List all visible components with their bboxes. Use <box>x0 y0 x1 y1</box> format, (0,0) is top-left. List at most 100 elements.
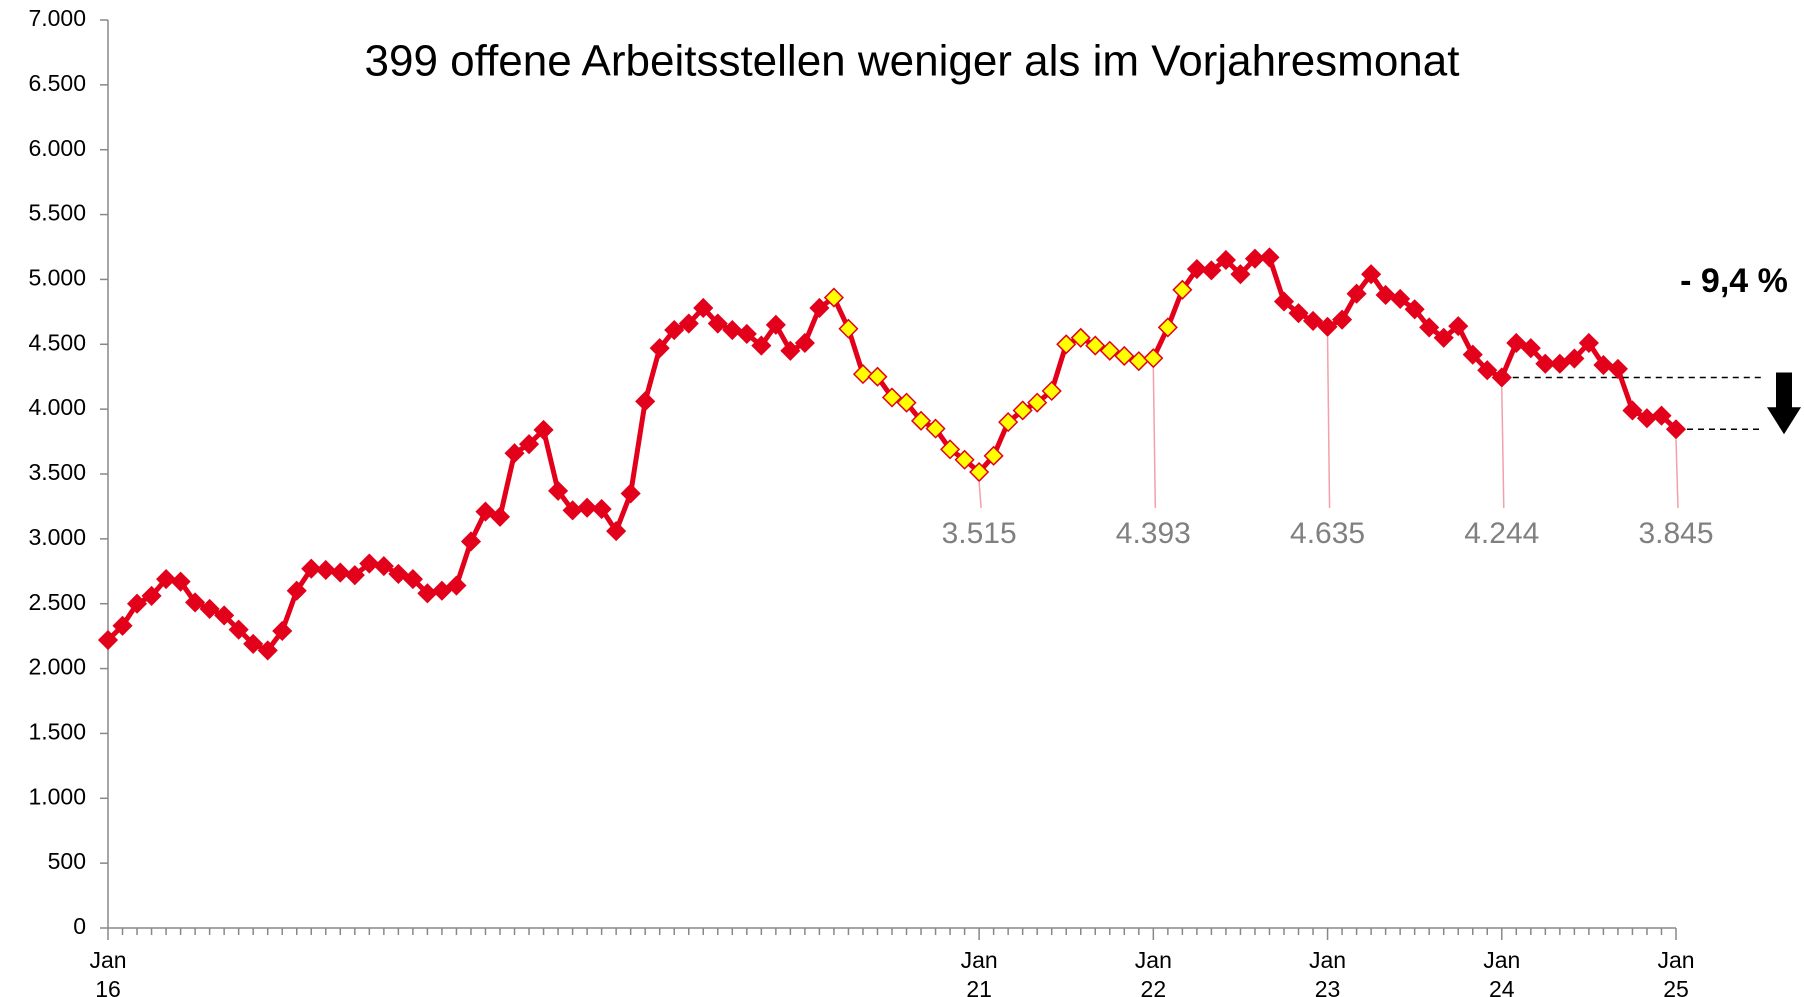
data-point <box>736 323 757 344</box>
data-label: 4.393 <box>1116 517 1191 550</box>
data-point <box>998 412 1019 433</box>
y-tick-label: 6.000 <box>28 135 86 161</box>
data-label: 4.635 <box>1290 517 1365 550</box>
x-tick-label: Jan 22 <box>1134 947 1172 997</box>
label-leader <box>1152 368 1157 509</box>
data-point <box>112 615 133 636</box>
data-point <box>518 434 540 455</box>
label-leader <box>1326 336 1331 509</box>
data-point <box>402 569 423 590</box>
data-point <box>969 461 990 483</box>
data-point <box>1361 264 1382 285</box>
data-point <box>489 506 511 527</box>
y-tick-label: 0 <box>73 913 86 939</box>
data-point <box>1419 317 1440 338</box>
data-point <box>1448 316 1469 337</box>
data-point <box>1665 419 1687 440</box>
x-tick-label: Jan 24 <box>1483 947 1521 997</box>
data-point <box>141 585 162 606</box>
data-point <box>344 565 365 586</box>
data-point <box>1404 299 1425 320</box>
data-point <box>1273 291 1295 312</box>
data-point <box>983 445 1004 466</box>
y-tick-label: 6.500 <box>28 70 86 96</box>
data-point <box>446 575 467 596</box>
data-point <box>1462 344 1483 365</box>
y-tick-label: 7.000 <box>28 5 86 31</box>
data-point <box>896 392 917 413</box>
data-point <box>620 483 641 504</box>
data-point <box>751 335 772 356</box>
data-point <box>286 580 307 601</box>
data-point <box>359 553 380 574</box>
data-point <box>1056 334 1077 355</box>
data-point <box>504 443 525 464</box>
y-tick-label: 500 <box>48 848 86 874</box>
data-point <box>1172 279 1193 300</box>
data-point <box>1215 249 1236 271</box>
data-point <box>1622 400 1643 421</box>
data-point <box>185 592 206 613</box>
data-point <box>1506 332 1527 354</box>
data-point <box>315 559 336 581</box>
data-point <box>1651 405 1672 426</box>
y-tick-label: 2.500 <box>28 589 86 615</box>
data-point <box>1288 303 1309 324</box>
y-tick-label: 1.500 <box>28 719 86 745</box>
data-point <box>881 387 903 408</box>
data-point <box>257 640 278 661</box>
data-point <box>1433 327 1454 348</box>
data-point <box>301 558 322 579</box>
down-arrow <box>1767 372 1801 435</box>
data-point <box>1114 345 1135 367</box>
data-point <box>1332 309 1353 330</box>
data-point <box>1259 247 1280 268</box>
data-point <box>1578 332 1599 354</box>
y-tick-label: 3.000 <box>28 524 86 550</box>
data-point <box>910 410 932 431</box>
data-point <box>635 391 656 412</box>
data-point <box>388 563 409 584</box>
data-point <box>373 556 394 577</box>
data-point <box>1041 380 1062 402</box>
data-point <box>1564 348 1585 369</box>
data-point <box>330 562 351 583</box>
data-point <box>533 419 554 440</box>
data-point <box>1070 327 1091 348</box>
label-leader <box>1675 439 1679 509</box>
data-point <box>1346 283 1367 304</box>
data-point <box>1244 248 1266 269</box>
data-point <box>1157 317 1178 338</box>
data-point <box>678 313 699 334</box>
y-tick-label: 4.000 <box>28 394 86 420</box>
data-line <box>106 254 1678 653</box>
data-point <box>1186 258 1207 280</box>
data-point <box>722 319 743 341</box>
data-point <box>1390 288 1411 309</box>
x-tick-label: Jan 25 <box>1657 947 1695 997</box>
label-leader <box>978 481 982 509</box>
x-tick-label: Jan 16 <box>89 947 127 997</box>
data-point <box>548 480 569 501</box>
data-point <box>1535 353 1556 374</box>
y-tick-label: 2.000 <box>28 654 86 680</box>
y-tick-label: 5.500 <box>28 200 86 226</box>
data-point <box>97 629 119 651</box>
data-point <box>577 497 598 518</box>
data-point <box>228 619 249 640</box>
data-point <box>460 531 482 552</box>
data-point <box>765 314 786 335</box>
y-tick-label: 4.500 <box>28 329 86 355</box>
data-point <box>1012 400 1033 421</box>
data-point <box>925 418 946 439</box>
data-label: 3.845 <box>1638 517 1713 550</box>
data-point <box>156 569 177 590</box>
data-point <box>243 633 264 654</box>
data-point <box>954 449 975 470</box>
data-point <box>1520 338 1541 359</box>
data-label: 3.515 <box>942 517 1017 550</box>
data-point <box>1375 284 1396 306</box>
data-point <box>940 439 961 460</box>
data-point <box>126 593 148 614</box>
